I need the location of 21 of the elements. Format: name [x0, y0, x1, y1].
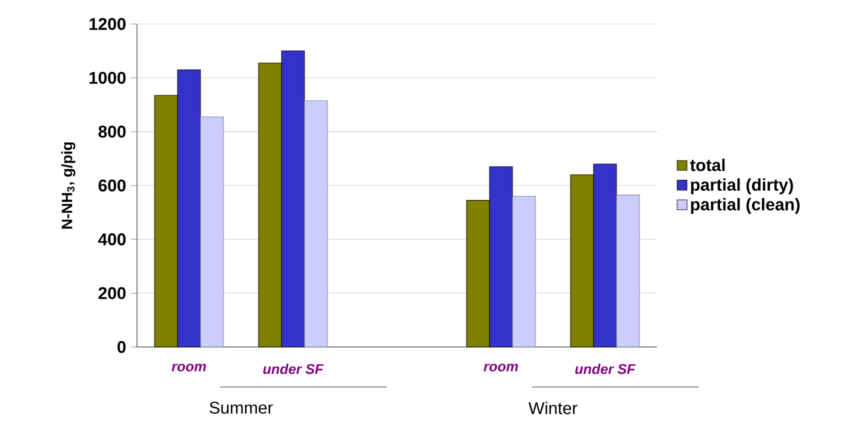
- text: Winter: [528, 402, 578, 414]
- y-tick-label: 400: [98, 233, 126, 246]
- x-tick-label: under SF: [575, 364, 636, 374]
- legend-label: partial (dirty): [691, 178, 793, 194]
- y-tick-label: 0: [118, 340, 126, 354]
- y-tick-label: 200: [98, 287, 126, 300]
- x-tick-label: room: [484, 364, 518, 372]
- text: Summer: [210, 402, 273, 414]
- bar: [304, 100, 328, 348]
- y-axis-title: N-NH$_{3}$, g/pig: [61, 142, 76, 229]
- x-tick-label: room: [172, 364, 206, 372]
- legend-label: total: [690, 158, 725, 172]
- bar: [616, 194, 640, 348]
- y-tick-label: 800: [98, 126, 126, 138]
- y-tick-label: 1200: [90, 18, 126, 30]
- y-tick-label: 600: [98, 179, 126, 192]
- y-tick-label: 1000: [90, 72, 126, 84]
- legend-label: partial (clean): [691, 198, 800, 214]
- x-tick-label: under SF: [263, 364, 324, 374]
- bar: [200, 116, 224, 348]
- bar: [512, 196, 536, 348]
